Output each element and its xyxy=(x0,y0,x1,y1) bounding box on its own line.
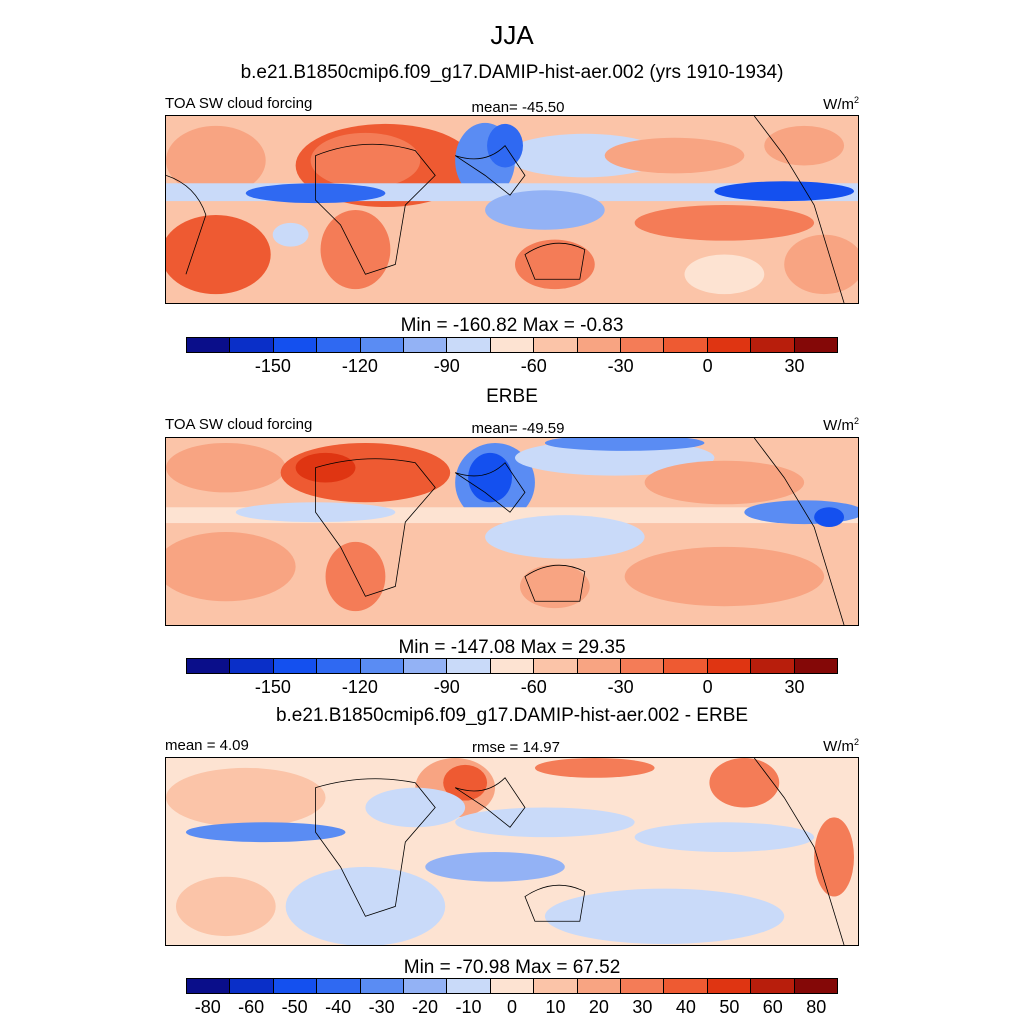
figure-title: JJA xyxy=(490,20,534,50)
colorbar-swatch xyxy=(317,659,361,673)
colorbar-tick-label: 0 xyxy=(506,997,518,1017)
panel2-colorbar xyxy=(186,658,838,674)
colorbar-tick-label: 80 xyxy=(806,997,827,1017)
colorbar-swatch xyxy=(664,979,708,993)
colorbar-swatch xyxy=(187,979,231,993)
colorbar-tick-label: -120 xyxy=(341,677,378,697)
panel1-title: b.e21.B1850cmip6.f09_g17.DAMIP-hist-aer.… xyxy=(240,62,784,83)
colorbar-swatch xyxy=(187,338,231,352)
colorbar-swatch xyxy=(360,979,405,993)
colorbar-swatch xyxy=(794,659,838,673)
colorbar-tick-label: -60 xyxy=(520,677,547,697)
colorbar-swatch xyxy=(751,338,795,352)
colorbar-swatch xyxy=(534,659,578,673)
colorbar-swatch xyxy=(534,979,578,993)
colorbar-tick-label: -40 xyxy=(325,997,352,1017)
colorbar-swatch xyxy=(621,659,665,673)
colorbar-swatch xyxy=(404,979,448,993)
colorbar-swatch xyxy=(794,338,838,352)
colorbar-swatch xyxy=(317,338,361,352)
panel3-map xyxy=(165,757,859,946)
colorbar-swatch xyxy=(273,659,318,673)
colorbar-tick-label: -80 xyxy=(194,997,221,1017)
colorbar-swatch xyxy=(534,338,578,352)
colorbar-tick-label: 30 xyxy=(784,356,805,376)
colorbar-tick-label: 0 xyxy=(702,677,713,697)
colorbar-swatch xyxy=(577,338,622,352)
colorbar-swatch xyxy=(187,659,231,673)
panel2-variable-label: TOA SW cloud forcing xyxy=(165,416,313,433)
colorbar-tick-label: 30 xyxy=(784,677,805,697)
colorbar-tick-label: 20 xyxy=(588,997,609,1017)
colorbar-swatch xyxy=(577,659,622,673)
colorbar-tick-label: -120 xyxy=(341,356,378,376)
colorbar-tick-label: 60 xyxy=(762,997,783,1017)
colorbar-swatch xyxy=(447,979,491,993)
colorbar-swatch xyxy=(230,338,274,352)
panel3-colorbar xyxy=(186,978,838,994)
colorbar-tick-label: -90 xyxy=(433,356,460,376)
colorbar-tick-label: -30 xyxy=(607,677,634,697)
colorbar-swatch xyxy=(621,979,665,993)
colorbar-tick-label: -50 xyxy=(281,997,308,1017)
colorbar-tick-label: -30 xyxy=(368,997,395,1017)
panel3-title: b.e21.B1850cmip6.f09_g17.DAMIP-hist-aer.… xyxy=(275,705,749,726)
panel2-title: ERBE xyxy=(486,386,538,407)
colorbar-swatch xyxy=(664,659,708,673)
colorbar-swatch xyxy=(447,659,491,673)
colorbar-tick-label: -10 xyxy=(455,997,482,1017)
panel3-units: W/m2 xyxy=(823,737,859,755)
colorbar-tick-label: 10 xyxy=(545,997,566,1017)
panel1-map xyxy=(165,115,859,304)
panel1-units: W/m2 xyxy=(823,95,859,113)
colorbar-tick-label: 50 xyxy=(719,997,740,1017)
colorbar-tick-label: -60 xyxy=(238,997,265,1017)
colorbar-swatch xyxy=(404,338,448,352)
colorbar-swatch xyxy=(360,338,405,352)
panel1-map-field xyxy=(166,116,858,303)
colorbar-swatch xyxy=(360,659,405,673)
colorbar-swatch xyxy=(707,979,752,993)
colorbar-swatch xyxy=(273,979,318,993)
colorbar-tick-label: -150 xyxy=(254,356,291,376)
colorbar-tick-label: -30 xyxy=(607,356,634,376)
colorbar-tick-label: -20 xyxy=(412,997,439,1017)
colorbar-tick-label: -90 xyxy=(433,677,460,697)
colorbar-swatch xyxy=(447,338,491,352)
colorbar-swatch xyxy=(490,979,535,993)
colorbar-swatch xyxy=(404,659,448,673)
colorbar-tick-label: -60 xyxy=(520,356,547,376)
colorbar-tick-label: -150 xyxy=(254,677,291,697)
colorbar-swatch xyxy=(794,979,838,993)
colorbar-swatch xyxy=(707,659,752,673)
colorbar-swatch xyxy=(230,979,274,993)
colorbar-swatch xyxy=(707,338,752,352)
panel3-map-field xyxy=(166,758,858,945)
panel1-minmax: Min = -160.82 Max = -0.83 xyxy=(400,315,624,336)
panel2-minmax: Min = -147.08 Max = 29.35 xyxy=(398,637,626,658)
colorbar-swatch xyxy=(751,659,795,673)
colorbar-swatch xyxy=(230,659,274,673)
panel1-variable-label: TOA SW cloud forcing xyxy=(165,95,313,112)
colorbar-swatch xyxy=(577,979,622,993)
panel2-map xyxy=(165,437,859,626)
colorbar-swatch xyxy=(621,338,665,352)
colorbar-swatch xyxy=(317,979,361,993)
panel3-rmse-label: rmse = 14.97 xyxy=(472,739,560,756)
panel3-mean-label: mean = 4.09 xyxy=(165,737,249,754)
panel2-units: W/m2 xyxy=(823,416,859,434)
panel3-minmax: Min = -70.98 Max = 67.52 xyxy=(403,957,621,978)
panel2-map-field xyxy=(166,438,858,625)
panel1-mean-label: mean= -45.50 xyxy=(471,99,565,116)
colorbar-swatch xyxy=(273,338,318,352)
panel1-colorbar xyxy=(186,337,838,353)
colorbar-tick-label: 0 xyxy=(702,356,713,376)
colorbar-tick-label: 40 xyxy=(675,997,696,1017)
colorbar-swatch xyxy=(490,659,535,673)
colorbar-swatch xyxy=(664,338,708,352)
colorbar-tick-label: 30 xyxy=(632,997,653,1017)
colorbar-swatch xyxy=(751,979,795,993)
panel2-mean-label: mean= -49.59 xyxy=(471,420,565,437)
colorbar-swatch xyxy=(490,338,535,352)
